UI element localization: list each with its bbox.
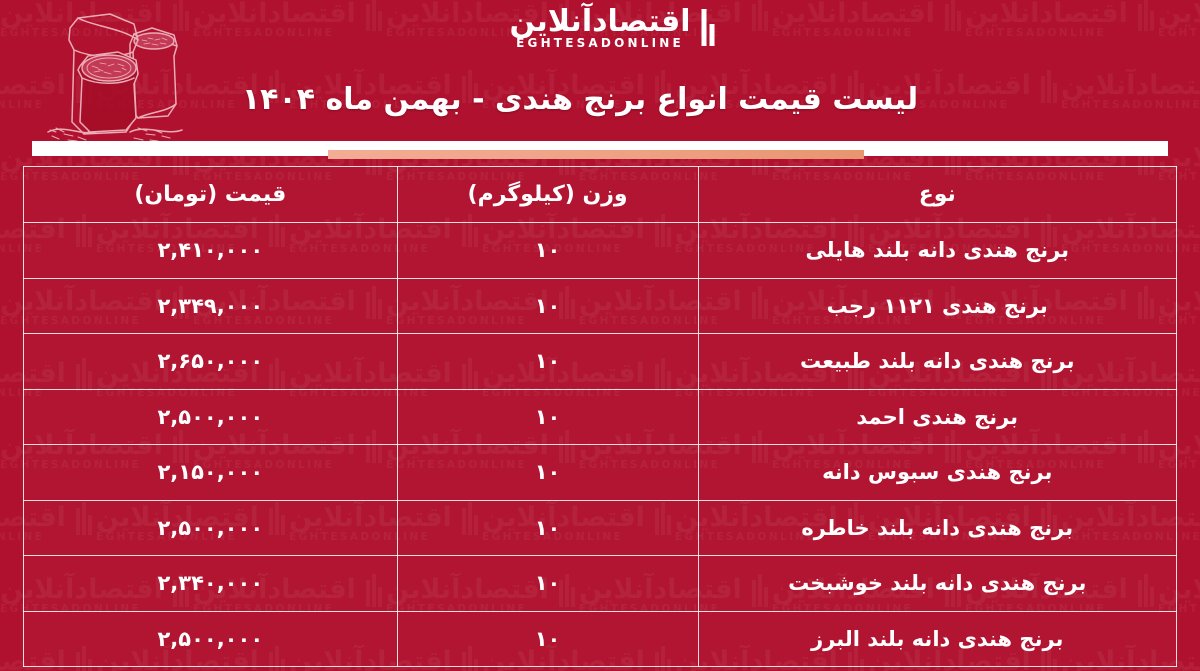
- header-band: اقتصادآنلاین EGHTESADONLINE لیست قیمت ان…: [0, 0, 1200, 155]
- cell-price: ۲,۵۰۰,۰۰۰: [23, 388, 398, 445]
- cell-price: ۲,۵۰۰,۰۰۰: [23, 610, 398, 667]
- cell-price: ۲,۳۴۹,۰۰۰: [23, 277, 398, 334]
- cell-type: برنج هندی دانه بلند خوشبخت: [697, 555, 1178, 612]
- cell-weight: ۱۰: [396, 444, 699, 501]
- cell-price: ۲,۶۵۰,۰۰۰: [23, 333, 398, 390]
- cell-type: برنج هندی دانه بلند البرز: [697, 610, 1178, 667]
- site-logo: اقتصادآنلاین EGHTESADONLINE: [509, 4, 715, 50]
- logo-text-en: EGHTESADONLINE: [516, 35, 684, 50]
- table-row: برنج هندی احمد ۱۰ ۲,۵۰۰,۰۰۰: [23, 388, 1178, 445]
- cell-type: برنج هندی سبوس دانه: [697, 444, 1178, 501]
- header-type: نوع: [697, 166, 1178, 223]
- cell-type: برنج هندی دانه بلند طبیعت: [697, 333, 1178, 390]
- cell-price: ۲,۵۰۰,۰۰۰: [23, 499, 398, 556]
- cell-weight: ۱۰: [396, 277, 699, 334]
- header-price: قیمت (تومان): [23, 166, 398, 223]
- table-row: برنج هندی دانه بلند البرز ۱۰ ۲,۵۰۰,۰۰۰: [23, 610, 1178, 667]
- price-table: نوع وزن (کیلوگرم) قیمت (تومان) برنج هندی…: [23, 166, 1178, 667]
- cell-type: برنج هندی ۱۱۲۱ رجب: [697, 277, 1178, 334]
- cell-type: برنج هندی احمد: [697, 388, 1178, 445]
- cell-weight: ۱۰: [396, 333, 699, 390]
- cell-weight: ۱۰: [396, 388, 699, 445]
- cell-type: برنج هندی دانه بلند خاطره: [697, 499, 1178, 556]
- cell-type: برنج هندی دانه بلند هایلی: [697, 222, 1178, 279]
- logo-bars-icon: [701, 8, 715, 46]
- logo-text-ar: اقتصادآنلاین: [509, 4, 692, 39]
- table-row: برنج هندی سبوس دانه ۱۰ ۲,۱۵۰,۰۰۰: [23, 444, 1178, 501]
- cell-price: ۲,۳۴۰,۰۰۰: [23, 555, 398, 612]
- cell-weight: ۱۰: [396, 222, 699, 279]
- page-title: لیست قیمت انواع برنج هندی - بهمن ماه ۱۴۰…: [241, 82, 919, 117]
- price-table-container: نوع وزن (کیلوگرم) قیمت (تومان) برنج هندی…: [23, 166, 1178, 667]
- table-row: برنج هندی دانه بلند خاطره ۱۰ ۲,۵۰۰,۰۰۰: [23, 499, 1178, 556]
- table-row: برنج هندی دانه بلند طبیعت ۱۰ ۲,۶۵۰,۰۰۰: [23, 333, 1178, 390]
- rice-sacks-icon: [47, 13, 183, 145]
- cell-price: ۲,۴۱۰,۰۰۰: [23, 222, 398, 279]
- cell-weight: ۱۰: [396, 499, 699, 556]
- table-row: برنج هندی ۱۱۲۱ رجب ۱۰ ۲,۳۴۹,۰۰۰: [23, 277, 1178, 334]
- table-header-row: نوع وزن (کیلوگرم) قیمت (تومان): [23, 166, 1178, 223]
- cell-weight: ۱۰: [396, 555, 699, 612]
- cell-price: ۲,۱۵۰,۰۰۰: [23, 444, 398, 501]
- cell-weight: ۱۰: [396, 610, 699, 667]
- table-row: برنج هندی دانه بلند خوشبخت ۱۰ ۲,۳۴۰,۰۰۰: [23, 555, 1178, 612]
- price-table-body: برنج هندی دانه بلند هایلی ۱۰ ۲,۴۱۰,۰۰۰ برنج…: [23, 222, 1178, 667]
- table-row: برنج هندی دانه بلند هایلی ۱۰ ۲,۴۱۰,۰۰۰: [23, 222, 1178, 279]
- header-weight: وزن (کیلوگرم): [396, 166, 699, 223]
- divider-white-bar: [32, 141, 1168, 156]
- divider-accent-bar: [328, 150, 864, 159]
